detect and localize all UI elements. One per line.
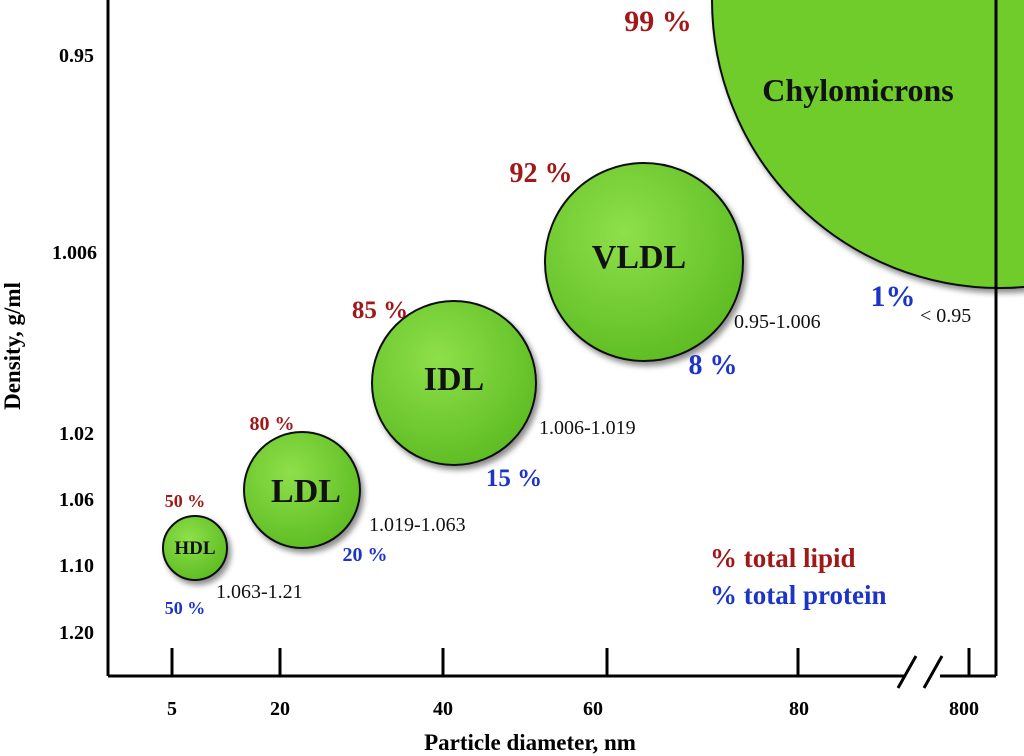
lipid-pct-chylomicrons: 99 %: [624, 5, 692, 38]
protein-pct-chylomicrons: 1%: [871, 280, 916, 313]
bubble-ldl: [243, 431, 361, 549]
protein-pct-idl: 15 %: [486, 465, 542, 492]
density-range-ldl: 1.019-1.063: [369, 514, 466, 536]
x-tick-label: 20: [270, 698, 290, 720]
y-tick-label: 1.02: [59, 423, 94, 445]
protein-pct-hdl: 50 %: [165, 598, 206, 618]
y-tick-label: 1.10: [59, 555, 94, 577]
bubble-label-ldl: LDL: [271, 473, 341, 510]
x-tick-label: 800: [949, 698, 979, 720]
axis-break-marks: [896, 655, 944, 690]
lipid-pct-hdl: 50 %: [165, 491, 206, 511]
protein-pct-vldl: 8 %: [689, 350, 738, 381]
y-axis-title: Density, g/ml: [0, 282, 25, 410]
density-range-vldl: 0.95-1.006: [734, 311, 821, 333]
bubble-label-chylomicrons: Chylomicrons: [762, 72, 953, 108]
bubble-hdl: [162, 515, 228, 581]
bubble-chylomicrons-group: [711, 0, 1024, 289]
density-range-hdl: 1.063-1.21: [216, 581, 303, 603]
bubble-label-hdl: HDL: [174, 538, 215, 559]
protein-pct-ldl: 20 %: [343, 544, 388, 566]
bubble-label-vldl: VLDL: [592, 239, 686, 276]
legend-item-lipid: % total lipid: [710, 543, 856, 573]
y-tick-label: 1.06: [59, 489, 94, 511]
x-axis-title: Particle diameter, nm: [424, 730, 636, 755]
y-tick-label: 1.006: [52, 242, 97, 264]
bubble-label-idl: IDL: [424, 361, 484, 398]
lipid-pct-vldl: 92 %: [510, 158, 573, 189]
x-tick-label: 40: [433, 698, 453, 720]
x-tick-label: 60: [583, 698, 603, 720]
lipid-pct-ldl: 80 %: [250, 413, 295, 435]
bubble-vldl: [544, 162, 744, 362]
bubble-chylomicrons: [711, 0, 1024, 289]
x-tick-label: 5: [167, 698, 177, 720]
bubble-idl: [371, 300, 537, 466]
y-tick-label: 1.20: [59, 622, 94, 644]
y-tick-label: 0.95: [59, 45, 94, 67]
legend-item-protein: % total protein: [710, 580, 887, 610]
x-tick-label: 80: [789, 698, 809, 720]
legend: % total lipid % total protein: [710, 543, 887, 610]
density-range-chylomicrons: < 0.95: [920, 305, 971, 327]
density-range-idl: 1.006-1.019: [539, 417, 636, 439]
lipid-pct-idl: 85 %: [352, 297, 408, 324]
